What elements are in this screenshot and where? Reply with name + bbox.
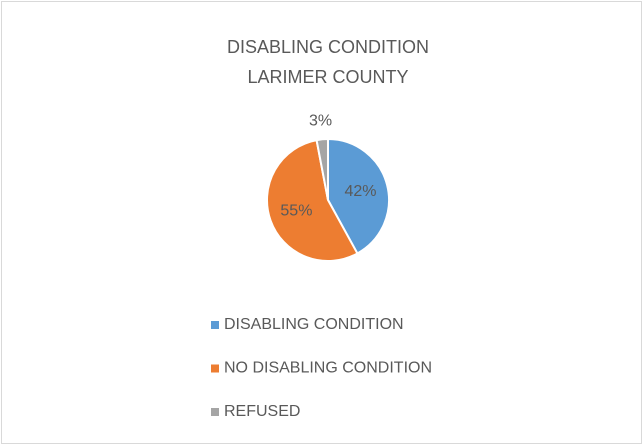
chart-title: DISABLING CONDITION [227, 37, 429, 57]
data-label: 3% [309, 113, 332, 130]
legend-swatch [211, 408, 219, 416]
legend-swatch [211, 321, 219, 329]
data-label: 55% [280, 203, 312, 220]
pie-slice [327, 137, 390, 255]
legend-label: REFUSED [224, 403, 300, 420]
chart-title: LARIMER COUNTY [247, 67, 408, 87]
legend-swatch [211, 364, 219, 373]
legend-label: NO DISABLING CONDITION [224, 360, 432, 377]
data-label: 42% [344, 183, 376, 200]
legend-label: DISABLING CONDITION [224, 316, 404, 333]
pie-slice [266, 138, 359, 262]
pie-slice [315, 137, 329, 201]
